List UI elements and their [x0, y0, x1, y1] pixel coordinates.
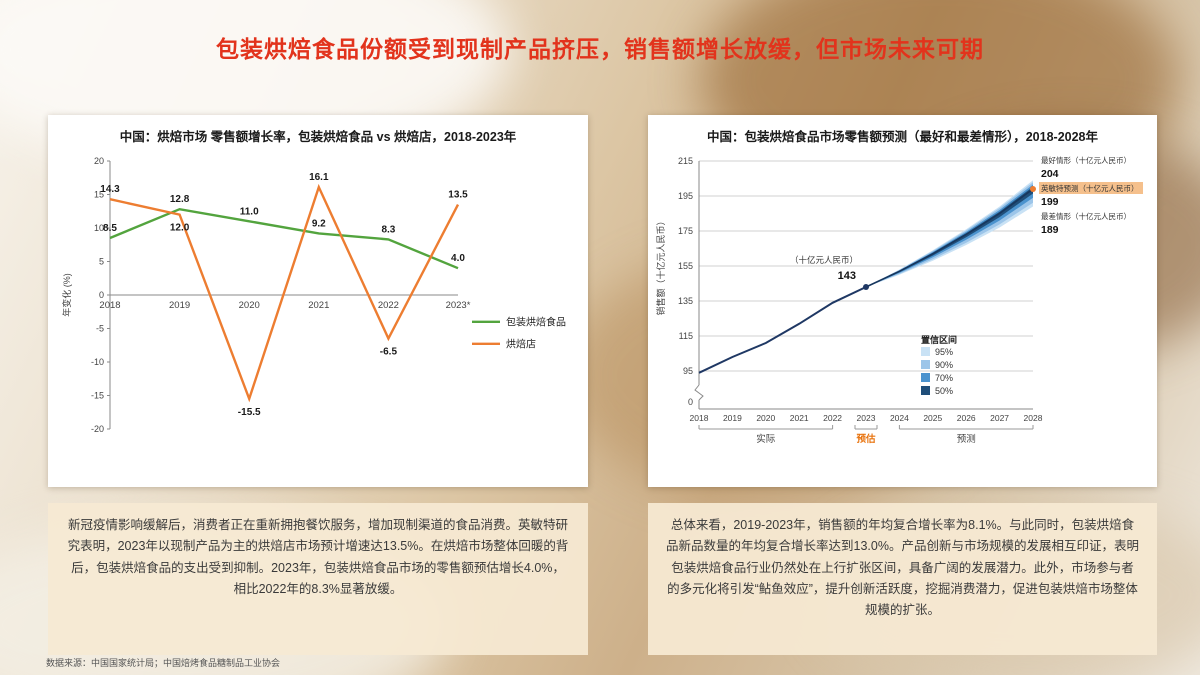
svg-text:年变化 (%): 年变化 (%)	[61, 273, 72, 317]
svg-text:12.0: 12.0	[170, 223, 190, 234]
svg-text:0: 0	[99, 290, 104, 300]
svg-text:英敏特预测（十亿元人民币）: 英敏特预测（十亿元人民币）	[1041, 183, 1139, 193]
commentary-left: 新冠疫情影响缓解后，消费者正在重新拥抱餐饮服务，增加现制渠道的食品消费。英敏特研…	[48, 503, 588, 655]
svg-text:预估: 预估	[856, 433, 876, 445]
axis-break	[693, 384, 704, 401]
svg-text:90%: 90%	[935, 360, 953, 370]
mintel-forecast-highlight	[1038, 182, 1143, 195]
axis-segments: 实际 预估 预测	[698, 425, 1033, 445]
svg-text:10: 10	[94, 223, 104, 233]
svg-text:2019: 2019	[722, 413, 741, 423]
svg-text:2018: 2018	[689, 413, 708, 423]
svg-text:2026: 2026	[956, 413, 975, 423]
svg-text:2023: 2023	[856, 413, 875, 423]
svg-text:9.2: 9.2	[312, 219, 326, 230]
svg-text:143: 143	[837, 270, 855, 282]
svg-text:-10: -10	[91, 357, 104, 367]
svg-text:2021: 2021	[789, 413, 808, 423]
svg-text:95%: 95%	[935, 347, 953, 357]
svg-text:11.0: 11.0	[240, 207, 259, 218]
svg-text:189: 189	[1041, 224, 1059, 236]
svg-text:（十亿元人民币）: （十亿元人民币）	[789, 255, 857, 265]
svg-text:实际: 实际	[756, 433, 776, 445]
svg-text:195: 195	[677, 191, 692, 201]
svg-text:204: 204	[1041, 168, 1059, 180]
svg-text:置信区间: 置信区间	[921, 334, 957, 345]
svg-text:215: 215	[677, 156, 692, 166]
svg-text:2021: 2021	[308, 300, 329, 311]
svg-text:14.3: 14.3	[100, 184, 120, 195]
scenario-labels: 最好情形（十亿元人民币） 204 英敏特预测（十亿元人民币） 199 最差情形（十亿元人…	[1038, 155, 1143, 236]
actual-line	[698, 286, 866, 374]
svg-text:-6.5: -6.5	[380, 347, 398, 358]
estimate-2023-dot	[862, 284, 869, 291]
forecast-chart: 215 195 175 155 135 115 95 0 销售额（十亿元人民币） 2018 2019…	[648, 147, 1157, 463]
svg-text:预测: 预测	[956, 434, 975, 445]
svg-text:0: 0	[687, 397, 692, 407]
svg-text:16.1: 16.1	[309, 172, 329, 183]
svg-text:20: 20	[94, 156, 104, 166]
svg-text:2020: 2020	[239, 300, 260, 311]
growth-chart: 20 15 10 5 0 -5 -10 -15 -20 年变化 (%) 2018 2019 2020 20…	[48, 147, 588, 463]
svg-text:95: 95	[682, 366, 692, 376]
confidence-legend: 置信区间 95% 90% 70% 50%	[920, 334, 957, 396]
x-axis: 2018 2019 2020 2021 2022 2023*	[99, 294, 471, 311]
svg-text:5: 5	[99, 257, 104, 267]
svg-text:2022: 2022	[823, 413, 842, 423]
svg-text:155: 155	[677, 261, 692, 271]
confidence-band-90%	[865, 182, 1033, 288]
svg-text:2024: 2024	[889, 413, 908, 423]
svg-text:2019: 2019	[169, 300, 190, 311]
svg-text:199: 199	[1041, 196, 1059, 208]
svg-text:4.0: 4.0	[451, 253, 465, 264]
series-line-0	[109, 208, 459, 270]
forecast-end-dot	[1029, 186, 1036, 193]
svg-text:175: 175	[677, 226, 692, 236]
svg-text:销售额（十亿元人民币）: 销售额（十亿元人民币）	[655, 217, 666, 316]
growth-chart-title: 中国：烘焙市场 零售额增长率，包装烘焙食品 vs 烘焙店，2018-2023年	[119, 130, 517, 144]
svg-text:70%: 70%	[935, 373, 953, 383]
svg-text:-15.5: -15.5	[238, 407, 261, 418]
svg-text:包装烘焙食品: 包装烘焙食品	[506, 316, 566, 329]
svg-text:最好情形（十亿元人民币）: 最好情形（十亿元人民币）	[1041, 155, 1131, 165]
svg-text:115: 115	[678, 331, 692, 341]
svg-text:-5: -5	[96, 324, 104, 334]
forecast-chart-svg: 215 195 175 155 135 115 95 0 销售额（十亿元人民币） 2018 2019…	[655, 155, 1143, 445]
svg-text:15: 15	[94, 190, 104, 200]
svg-text:2028: 2028	[1023, 413, 1042, 423]
series-line-1	[109, 184, 460, 403]
svg-text:2027: 2027	[990, 413, 1009, 423]
data-source-note: 数据来源：中国国家统计局；中国焙烤食品糖制品工业协会	[46, 658, 281, 668]
svg-text:最差情形（十亿元人民币）: 最差情形（十亿元人民币）	[1041, 211, 1131, 221]
page-title: 包装烘焙食品份额受到现制产品挤压，销售额增长放缓，但市场未来可期	[216, 36, 984, 62]
svg-text:-20: -20	[91, 424, 104, 434]
forecast-center-line	[865, 188, 1033, 288]
svg-text:50%: 50%	[935, 386, 953, 396]
forecast-chart-panel: 中国：包装烘焙食品市场零售额预测（最好和最差情形），2018-2028年 215…	[648, 115, 1157, 487]
svg-text:12.8: 12.8	[170, 194, 190, 205]
y-axis: 215 195 175 155 135 115 95 0 销售额（十亿元人民币）	[655, 156, 704, 410]
y-axis: 20 15 10 5 0 -5 -10 -15 -20 年变化 (%)	[61, 156, 111, 434]
svg-text:8.3: 8.3	[381, 225, 395, 236]
growth-chart-panel: 中国：烘焙市场 零售额增长率，包装烘焙食品 vs 烘焙店，2018-2023年 …	[48, 115, 588, 487]
svg-text:烘焙店: 烘焙店	[506, 338, 536, 351]
svg-text:2025: 2025	[923, 413, 942, 423]
svg-text:2020: 2020	[756, 413, 775, 423]
svg-text:2018: 2018	[99, 300, 120, 311]
svg-text:2022: 2022	[378, 300, 399, 311]
svg-text:8.5: 8.5	[103, 223, 117, 234]
svg-text:2023*: 2023*	[446, 300, 471, 311]
svg-text:135: 135	[677, 296, 692, 306]
gridlines	[698, 160, 1033, 372]
forecast-chart-title: 中国：包装烘焙食品市场零售额预测（最好和最差情形），2018-2028年	[706, 130, 1099, 144]
commentary-right: 总体来看，2019-2023年，销售额的年均复合增长率为8.1%。与此同时，包装…	[648, 503, 1157, 655]
x-axis: 2018 2019 2020 2021 2022 2023 2024 2025 2026 2027…	[689, 408, 1042, 423]
svg-text:-15: -15	[91, 391, 104, 401]
svg-text:13.5: 13.5	[448, 190, 468, 201]
